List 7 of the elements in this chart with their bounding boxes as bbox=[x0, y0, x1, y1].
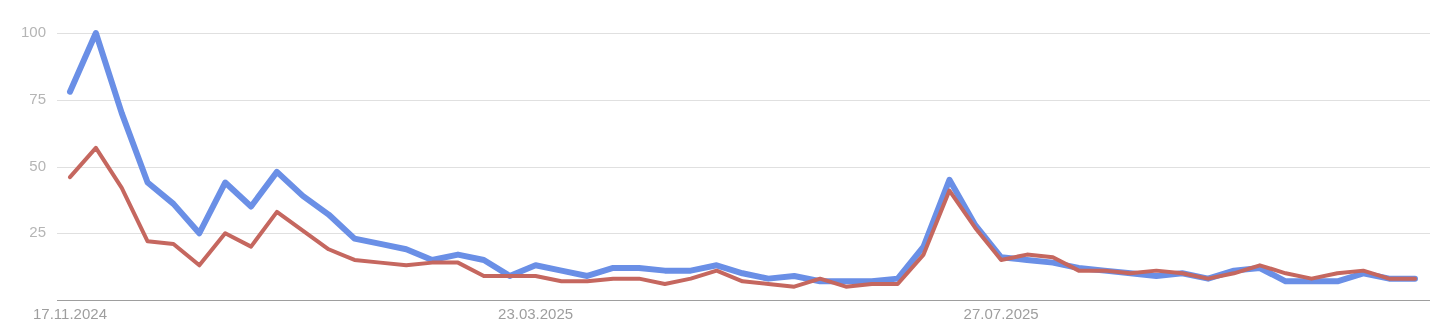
y-tick-label: 50 bbox=[29, 156, 46, 174]
x-tick-label: 17.11.2024 bbox=[33, 305, 107, 323]
y-tick-label: 75 bbox=[29, 89, 46, 107]
x-tick-label: 27.07.2025 bbox=[963, 305, 1039, 323]
x-tick-label: 23.03.2025 bbox=[498, 305, 574, 323]
y-tick-label: 25 bbox=[29, 223, 46, 241]
y-tick-label: 100 bbox=[20, 23, 46, 41]
